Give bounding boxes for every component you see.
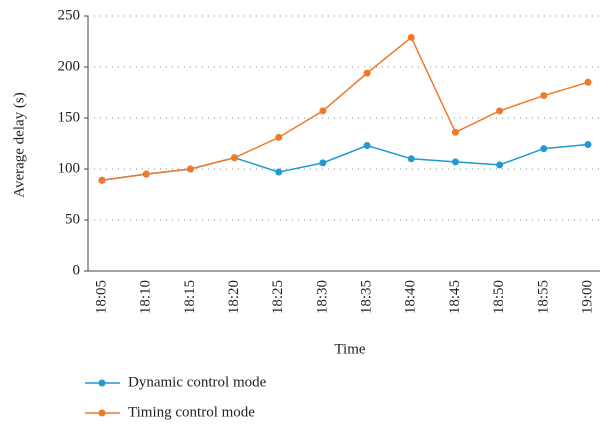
x-tick-label: 18:50 (491, 280, 507, 314)
x-tick-label: 18:10 (138, 280, 154, 314)
data-point (319, 107, 327, 115)
y-tick-label: 100 (58, 160, 81, 176)
legend-marker (98, 379, 106, 387)
y-tick-label: 150 (58, 109, 81, 125)
data-point (231, 154, 239, 162)
x-tick-label: 18:45 (447, 280, 463, 314)
x-tick-label: 18:15 (182, 280, 198, 314)
data-point (407, 155, 415, 163)
data-point (496, 161, 504, 169)
data-point (275, 133, 283, 141)
x-tick-label: 18:30 (314, 280, 330, 314)
data-point (363, 142, 371, 150)
x-tick-label: 18:55 (535, 280, 551, 314)
data-point (584, 78, 592, 86)
x-tick-label: 18:05 (93, 280, 109, 314)
legend-label: Timing control mode (128, 404, 255, 420)
legend-label: Dynamic control mode (128, 374, 267, 390)
x-axis-label: Time (334, 341, 365, 357)
data-point (451, 128, 459, 136)
data-point (363, 69, 371, 77)
data-point (584, 141, 592, 149)
data-point (186, 165, 194, 173)
y-tick-label: 200 (58, 58, 81, 74)
series-line (101, 36, 589, 181)
y-axis-label: Average delay (s) (11, 92, 27, 198)
data-point (496, 107, 504, 115)
data-point (407, 33, 415, 41)
y-tick-label: 50 (65, 211, 80, 227)
y-tick-label: 250 (58, 7, 81, 23)
data-point (540, 92, 548, 100)
series-line (101, 143, 589, 181)
data-point (275, 168, 283, 176)
x-tick-label: 18:20 (226, 280, 242, 314)
data-point (98, 176, 106, 184)
legend-marker (98, 409, 106, 417)
x-tick-label: 18:40 (403, 280, 419, 314)
x-tick-label: 18:35 (359, 280, 375, 314)
data-point (142, 170, 150, 178)
y-tick-label: 0 (73, 262, 81, 278)
data-point (319, 159, 327, 167)
x-tick-label: 19:00 (579, 280, 595, 314)
data-point (540, 145, 548, 153)
x-tick-label: 18:25 (270, 280, 286, 314)
data-point (451, 158, 459, 166)
